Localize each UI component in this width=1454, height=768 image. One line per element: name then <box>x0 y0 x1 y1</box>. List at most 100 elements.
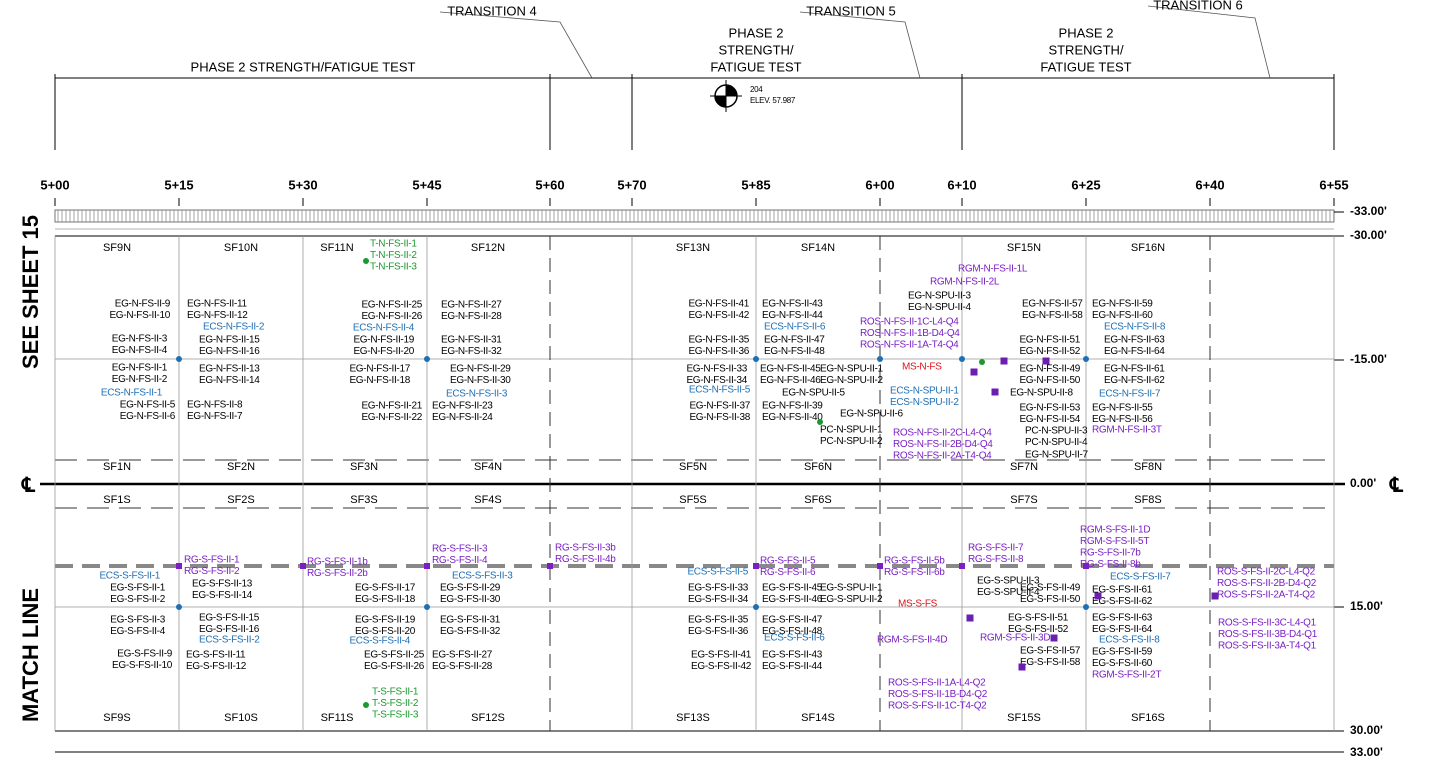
gauge-label: EG-S-FS-II-12 <box>186 661 247 672</box>
station-label: 5+70 <box>617 177 646 192</box>
sensor-marker <box>424 563 430 569</box>
gauge-label: EG-S-FS-II-61 <box>1092 585 1153 596</box>
phase-label: PHASE 2 STRENGTH/FATIGUE TEST <box>191 59 416 74</box>
gauge-label: ECS-S-FS-II-6 <box>764 633 825 644</box>
gauge-label: EG-N-FS-II-40 <box>762 412 823 423</box>
gauge-label: EG-N-FS-II-16 <box>199 346 260 357</box>
gauge-label: EG-S-FS-II-11 <box>186 650 246 661</box>
gauge-label: ECS-N-FS-II-7 <box>1099 389 1161 400</box>
sensor-marker <box>753 356 759 362</box>
gauge-label: PC-N-SPU-II-1 <box>820 425 883 436</box>
offset-label: 15.00' <box>1350 599 1383 613</box>
gauge-label: ECS-N-FS-II-5 <box>689 385 751 396</box>
gauge-label: MS-N-FS <box>902 362 942 373</box>
sensor-marker <box>991 388 999 396</box>
offset-label: 33.00' <box>1350 745 1383 759</box>
gauge-label: EG-S-FS-II-3 <box>110 615 165 626</box>
gauge-label: EG-N-FS-II-8 <box>187 400 243 411</box>
slab-label: SF6N <box>804 461 832 473</box>
gauge-label: EG-N-FS-II-28 <box>441 311 502 322</box>
gauge-label: EG-S-FS-II-34 <box>688 594 749 605</box>
slab-label: SF5N <box>679 461 707 473</box>
gauge-label: EG-S-FS-II-16 <box>199 624 260 635</box>
gauge-label: EG-S-FS-II-42 <box>691 661 752 672</box>
gauge-label: MS-S-FS <box>898 599 938 610</box>
gauge-label: EG-N-FS-II-33 <box>686 364 747 375</box>
gauge-label: RG-S-FS-II-3b <box>555 543 616 554</box>
sensor-marker <box>1211 592 1219 600</box>
sensor-marker <box>176 563 182 569</box>
gauge-label: RG-S-FS-II-8b <box>1080 559 1141 570</box>
rail-band <box>54 209 1335 223</box>
gauge-label: ECS-S-FS-II-1 <box>99 571 160 582</box>
gauge-label: EG-N-FS-II-7 <box>187 411 243 422</box>
gauge-label: PC-N-SPU-II-2 <box>820 436 883 447</box>
station-label: 5+30 <box>288 177 317 192</box>
sensor-marker <box>1094 592 1102 600</box>
gauge-label: ECS-N-FS-II-8 <box>1104 322 1166 333</box>
gauge-label: ECS-N-FS-II-3 <box>446 389 508 400</box>
gauge-label: EG-S-FS-II-14 <box>192 590 253 601</box>
sensor-marker <box>1083 563 1089 569</box>
gauge-label: EG-N-FS-II-18 <box>349 375 410 386</box>
gauge-label: EG-S-FS-II-51 <box>1008 613 1069 624</box>
gauge-label: EG-N-FS-II-59 <box>1092 299 1153 310</box>
sensor-marker <box>959 563 965 569</box>
gauge-label: RGM-N-FS-II-2L <box>930 277 1000 288</box>
gauge-label: EG-N-FS-II-11 <box>187 299 248 310</box>
gauge-label: EG-N-FS-II-43 <box>762 299 823 310</box>
gauge-label: EG-S-FS-II-20 <box>355 626 416 637</box>
sensor-marker <box>877 356 883 362</box>
gauge-label: ECS-S-FS-II-8 <box>1099 635 1160 646</box>
gauge-label: EG-N-FS-II-62 <box>1104 375 1165 386</box>
gauge-label: ECS-N-FS-II-4 <box>353 323 415 334</box>
slab-label: SF16S <box>1131 712 1165 724</box>
sensor-marker <box>300 563 306 569</box>
gauge-label: EG-N-FS-II-53 <box>1019 403 1080 414</box>
gauge-label: T-N-FS-II-3 <box>370 262 417 273</box>
gauge-label: EG-S-FS-II-28 <box>432 661 493 672</box>
gauge-label: EG-N-SPU-II-6 <box>840 409 904 420</box>
slab-label: SF9S <box>103 712 131 724</box>
gauge-label: RGM-S-FS-II-5T <box>1080 536 1149 547</box>
sensor-marker <box>424 604 430 610</box>
sensor-marker <box>547 563 553 569</box>
sensor-marker <box>1000 357 1008 365</box>
gauge-label: EG-S-FS-II-17 <box>355 583 416 594</box>
station-label: 5+00 <box>40 177 69 192</box>
gauge-label: ECS-N-FS-II-1 <box>101 388 163 399</box>
gauge-label: ROS-S-FS-II-1B-D4-Q2 <box>888 689 988 700</box>
offset-label: 0.00' <box>1350 476 1376 490</box>
gauge-label: EG-S-FS-II-19 <box>355 615 416 626</box>
station-label: 5+45 <box>412 177 441 192</box>
gauge-label: EG-N-FS-II-58 <box>1022 310 1083 321</box>
station-label: 6+10 <box>947 177 976 192</box>
gauge-label: EG-N-FS-II-14 <box>199 375 260 386</box>
gauge-label: EG-N-FS-II-38 <box>689 412 750 423</box>
offset-label: -15.00' <box>1350 352 1387 366</box>
gauge-label: ROS-S-FS-II-1C-T4-Q2 <box>888 701 987 712</box>
gauge-label: RG-S-FS-II-7 <box>968 543 1024 554</box>
gauge-label: EG-N-FS-II-36 <box>688 346 749 357</box>
slab-label: SF15S <box>1007 712 1041 724</box>
gauge-label: EG-N-FS-II-9 <box>115 299 171 310</box>
gauge-label: RG-S-FS-II-6 <box>760 567 816 578</box>
slab-label: SF2S <box>227 494 255 506</box>
sensor-marker <box>959 356 965 362</box>
gauge-label: EG-N-FS-II-64 <box>1104 346 1165 357</box>
gauge-label: RG-S-FS-II-6b <box>884 567 945 578</box>
gauge-label: ECS-S-FS-II-2 <box>199 635 260 646</box>
slab-label: SF9N <box>103 242 131 254</box>
gauge-label: EG-S-SPU-II-4 <box>977 587 1040 598</box>
sensor-marker <box>1050 634 1058 642</box>
gauge-label: ECS-N-FS-II-6 <box>764 322 826 333</box>
gauge-label: EG-N-FS-II-51 <box>1019 335 1080 346</box>
gauge-label: EG-N-FS-II-22 <box>361 412 422 423</box>
slab-label: SF7S <box>1010 494 1038 506</box>
gauge-label: EG-N-FS-II-20 <box>353 346 414 357</box>
gauge-label: EG-S-FS-II-46 <box>762 594 823 605</box>
sensor-marker <box>753 604 759 610</box>
gauge-label: EG-N-SPU-II-7 <box>1025 450 1089 461</box>
station-label: 5+15 <box>164 177 193 192</box>
gauge-label: EG-S-FS-II-41 <box>691 650 752 661</box>
